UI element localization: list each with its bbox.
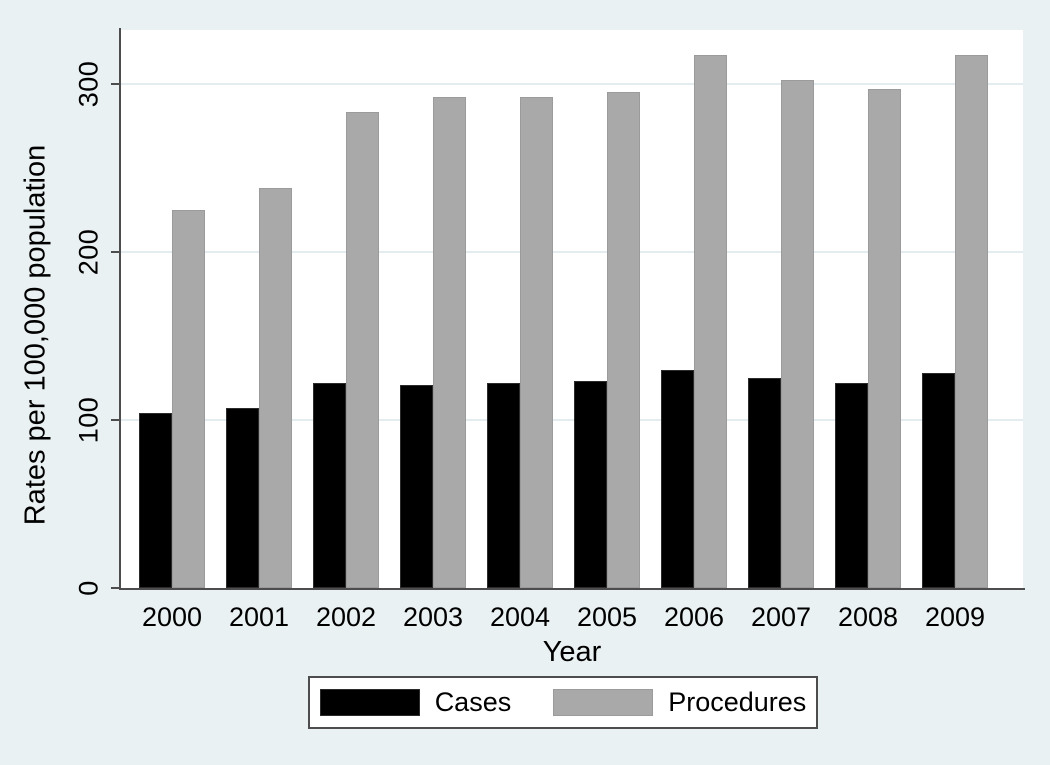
legend-entry-cases: Cases (319, 687, 512, 718)
ytick-200 (111, 250, 119, 253)
legend-label-procedures: Procedures (668, 687, 807, 717)
gridline-300 (121, 82, 1023, 85)
ytick-label-300: 300 (73, 60, 104, 108)
gridline-200 (121, 250, 1023, 253)
y-axis-line (119, 28, 121, 590)
bar-cases-2002 (313, 382, 346, 588)
bar-procedures-2008 (868, 88, 901, 588)
xtick-label-2009: 2009 (924, 602, 986, 632)
bar-cases-2001 (226, 408, 259, 588)
legend-label-cases: Cases (434, 687, 512, 717)
bar-group-2006 (661, 55, 727, 588)
bar-cases-2005 (574, 381, 607, 588)
bar-group-2005 (574, 92, 640, 588)
xtick-label-2006: 2006 (663, 602, 725, 632)
bar-group-2008 (835, 88, 901, 588)
bar-procedures-2000 (172, 209, 205, 588)
bar-group-2009 (922, 55, 988, 588)
ytick-label-200: 200 (73, 228, 104, 276)
bar-procedures-2005 (607, 92, 640, 588)
y-axis-title: Rates per 100,000 population (19, 144, 52, 526)
bar-cases-2008 (835, 382, 868, 588)
bar-group-2004 (487, 97, 553, 588)
xtick-label-2001: 2001 (228, 602, 290, 632)
bar-procedures-2009 (955, 55, 988, 588)
legend: Cases Procedures (308, 676, 818, 729)
xtick-label-2003: 2003 (402, 602, 464, 632)
procedures-swatch (553, 689, 654, 716)
bar-group-2000 (139, 209, 205, 588)
bar-cases-2004 (487, 382, 520, 588)
xtick-label-2008: 2008 (837, 602, 899, 632)
bar-cases-2003 (400, 384, 433, 588)
gridline-100 (121, 418, 1023, 421)
bar-group-2001 (226, 188, 292, 588)
bar-procedures-2001 (259, 188, 292, 588)
bar-procedures-2004 (520, 97, 553, 588)
x-axis-line (119, 588, 1025, 590)
bar-group-2003 (400, 97, 466, 588)
xtick-label-2005: 2005 (576, 602, 638, 632)
bar-cases-2007 (748, 377, 781, 588)
ytick-300 (111, 82, 119, 85)
xtick-label-2004: 2004 (489, 602, 551, 632)
bar-procedures-2003 (433, 97, 466, 588)
bar-procedures-2006 (694, 55, 727, 588)
x-axis-title: Year (542, 636, 602, 668)
bar-procedures-2002 (346, 112, 379, 588)
cases-swatch (319, 689, 420, 716)
ytick-0 (111, 587, 119, 589)
bar-group-2007 (748, 80, 814, 588)
bar-cases-2009 (922, 372, 955, 588)
bar-group-2002 (313, 112, 379, 588)
bar-cases-2000 (139, 413, 172, 588)
xtick-label-2002: 2002 (315, 602, 377, 632)
ytick-label-100: 100 (73, 396, 104, 444)
ytick-label-0: 0 (73, 580, 104, 596)
ytick-100 (111, 418, 119, 421)
xtick-label-2000: 2000 (141, 602, 203, 632)
plot-area (121, 30, 1023, 588)
bar-procedures-2007 (781, 80, 814, 588)
bar-cases-2006 (661, 369, 694, 588)
xtick-label-2007: 2007 (750, 602, 812, 632)
legend-entry-procedures: Procedures (553, 687, 806, 718)
